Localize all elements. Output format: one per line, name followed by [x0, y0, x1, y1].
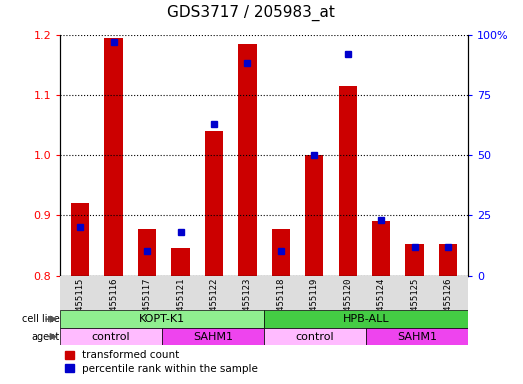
- Text: HPB-ALL: HPB-ALL: [343, 314, 390, 324]
- Bar: [105, 38, 123, 276]
- Text: GSM455115: GSM455115: [76, 277, 85, 326]
- Bar: [162, 328, 264, 345]
- Text: control: control: [92, 331, 130, 341]
- Bar: [264, 328, 366, 345]
- Text: SAHM1: SAHM1: [397, 331, 437, 341]
- Text: GSM455125: GSM455125: [410, 277, 419, 326]
- Bar: [338, 86, 357, 276]
- Text: KOPT-K1: KOPT-K1: [139, 314, 185, 324]
- Legend: transformed count, percentile rank within the sample: transformed count, percentile rank withi…: [65, 351, 258, 374]
- Bar: [305, 155, 323, 276]
- Text: cell line: cell line: [22, 314, 60, 324]
- Text: GSM455123: GSM455123: [243, 277, 252, 326]
- Bar: [138, 228, 156, 276]
- Bar: [172, 248, 190, 276]
- Bar: [405, 244, 424, 276]
- Text: GSM455116: GSM455116: [109, 277, 118, 326]
- Bar: [60, 328, 162, 345]
- Text: GSM455118: GSM455118: [276, 277, 286, 326]
- Text: control: control: [296, 331, 334, 341]
- Text: GSM455124: GSM455124: [377, 277, 385, 326]
- Bar: [366, 328, 468, 345]
- Text: GSM455119: GSM455119: [310, 277, 319, 326]
- Text: GSM455126: GSM455126: [444, 277, 452, 326]
- Text: agent: agent: [31, 331, 60, 341]
- Text: GDS3717 / 205983_at: GDS3717 / 205983_at: [167, 5, 335, 21]
- Text: GSM455120: GSM455120: [343, 277, 352, 326]
- Text: GSM455117: GSM455117: [143, 277, 152, 326]
- Text: GSM455122: GSM455122: [209, 277, 219, 326]
- Bar: [71, 203, 89, 276]
- Bar: [205, 131, 223, 276]
- Text: SAHM1: SAHM1: [193, 331, 233, 341]
- Bar: [264, 310, 468, 328]
- Bar: [238, 44, 257, 276]
- Text: GSM455121: GSM455121: [176, 277, 185, 326]
- Bar: [271, 228, 290, 276]
- Bar: [60, 310, 264, 328]
- Bar: [439, 244, 457, 276]
- Bar: [372, 221, 390, 276]
